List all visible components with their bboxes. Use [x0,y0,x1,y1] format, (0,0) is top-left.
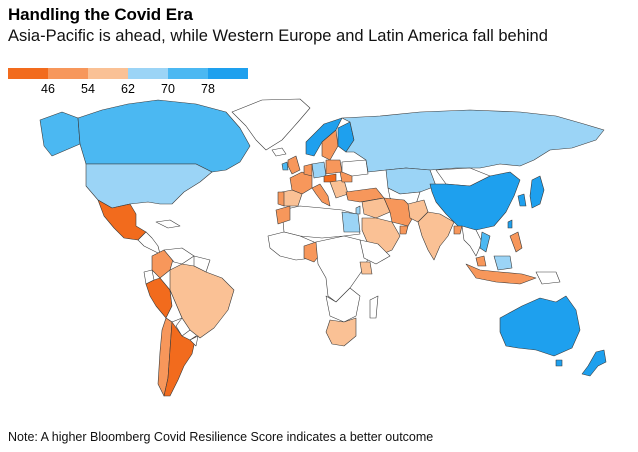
legend-label-46: 46 [41,82,55,96]
ireland [281,161,289,171]
legend-swatch-1: 46 [8,68,55,96]
chart-subtitle: Asia-Pacific is ahead, while Western Eur… [8,27,548,45]
india [417,211,455,261]
greenland [231,98,311,151]
legend-label-62: 62 [121,82,135,96]
ukraine [341,159,369,177]
mexico [97,199,147,241]
israel [355,205,361,215]
uruguay [189,335,199,347]
color-legend: 46 54 62 70 78 [8,68,248,96]
tasmania [555,359,563,367]
vietnam [479,231,491,253]
syria-iraq [361,197,391,219]
world-map [39,98,607,397]
balkans [329,179,349,199]
japan [529,175,545,209]
kenya [359,261,373,275]
malaysia [475,255,487,267]
papua-new-guinea [535,271,561,285]
iceland [271,147,287,157]
south-africa [325,317,357,347]
germany [311,161,327,179]
peru [145,277,173,319]
taiwan [507,219,513,229]
portugal [277,191,285,207]
legend-swatch-3: 62 [88,68,135,96]
australia [499,295,581,357]
central-america [137,231,161,255]
footnote: Note: A higher Bloomberg Covid Resilienc… [8,430,434,444]
egypt [341,211,361,233]
venezuela [163,247,195,265]
south-korea [517,193,527,207]
legend-label-70: 70 [161,82,175,96]
alaska [39,111,81,157]
chart-title: Handling the Covid Era [8,5,193,24]
sweden [321,129,339,161]
mainland-southeast-asia [461,225,483,257]
horn-of-africa [359,239,391,265]
indonesia [465,263,537,285]
legend-swatch-4: 70 [128,68,175,96]
madagascar [369,295,379,319]
united-states [85,163,213,209]
uae [399,225,409,235]
southern-africa [325,287,361,323]
russia [341,109,605,173]
legend-swatch-6 [208,68,248,79]
new-zealand [581,349,607,377]
bangladesh [453,225,463,235]
philippines [509,231,523,253]
china [429,171,521,231]
benelux [303,163,313,177]
united-kingdom [287,155,301,175]
morocco [275,205,291,225]
legend-label-54: 54 [81,82,95,96]
legend-label-78: 78 [201,82,215,96]
borneo [493,255,513,271]
poland [325,159,343,175]
legend-swatch-5: 78 [168,68,215,96]
canada [77,99,251,173]
argentina [163,321,197,397]
legend-swatch-2: 54 [48,68,95,96]
cuba [155,219,181,229]
kazakhstan [385,167,437,195]
italy [311,183,331,207]
